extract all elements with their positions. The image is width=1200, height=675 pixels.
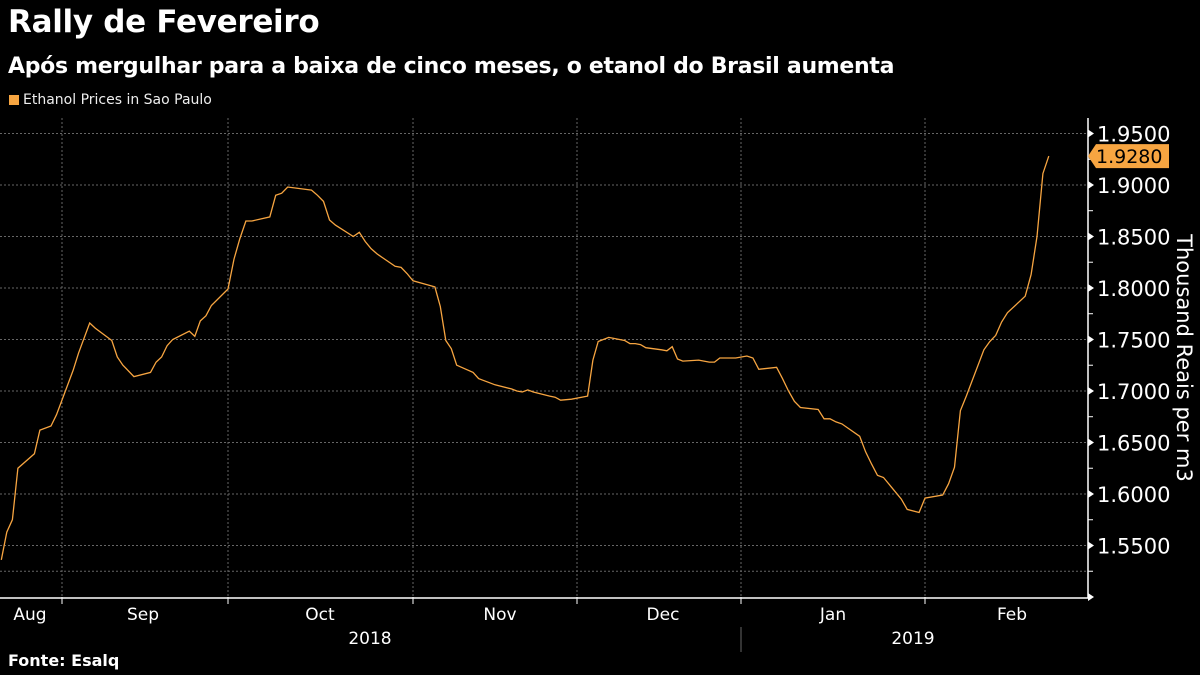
y-tick-label: 1.6000	[1097, 483, 1170, 507]
y-tick	[1088, 593, 1094, 601]
y-axis-title: Thousand Reais per m3	[1172, 233, 1196, 482]
y-tick-label: 1.5500	[1097, 534, 1170, 558]
legend-swatch	[9, 95, 19, 105]
y-tick-label: 1.9500	[1097, 122, 1170, 146]
x-tick-label: Feb	[997, 605, 1027, 625]
chart-subtitle: Após mergulhar para a baixa de cinco mes…	[8, 54, 895, 79]
y-tick	[1088, 335, 1094, 344]
x-tick-label: Sep	[127, 605, 159, 625]
y-tick	[1088, 541, 1094, 550]
y-tick	[1088, 129, 1094, 138]
y-tick-label: 1.7000	[1097, 380, 1170, 404]
y-tick-label: 1.8500	[1097, 225, 1170, 249]
x-year-label: 2018	[348, 629, 391, 649]
y-tick	[1088, 438, 1094, 447]
legend-label: Ethanol Prices in Sao Paulo	[23, 92, 212, 108]
y-tick	[1088, 489, 1094, 498]
x-tick-label: Dec	[647, 605, 680, 625]
y-tick	[1088, 386, 1094, 395]
x-tick-label: Oct	[305, 605, 335, 625]
y-tick	[1088, 180, 1094, 189]
last-value-label: 1.9280	[1088, 144, 1169, 169]
x-year-label: 2019	[891, 629, 934, 649]
y-tick	[1088, 283, 1094, 292]
y-tick-label: 1.7500	[1097, 328, 1170, 352]
y-tick	[1088, 232, 1094, 241]
y-tick-label: 1.8000	[1097, 277, 1170, 301]
legend: Ethanol Prices in Sao Paulo	[9, 92, 212, 108]
x-tick-label: Aug	[13, 605, 46, 625]
last-value-text: 1.9280	[1096, 146, 1162, 168]
x-tick-label: Jan	[819, 605, 846, 625]
series-line-ethanol	[0, 155, 1050, 561]
x-tick-label: Nov	[483, 605, 516, 625]
y-tick-label: 1.9000	[1097, 174, 1170, 198]
source-note: Fonte: Esalq	[8, 651, 120, 670]
y-tick-label: 1.6500	[1097, 431, 1170, 455]
chart-title: Rally de Fevereiro	[8, 4, 320, 40]
